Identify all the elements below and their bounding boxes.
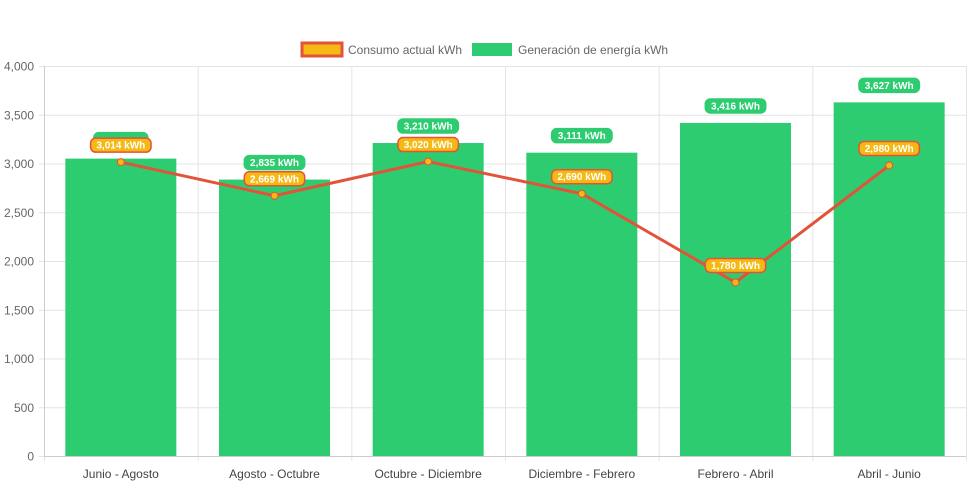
consumption-label: 3,014 kWh: [96, 141, 145, 152]
grid: [39, 66, 967, 461]
legend[interactable]: Consumo actual kWh Generación de energía…: [300, 41, 668, 58]
legend-label-consumo[interactable]: Consumo actual kWh: [348, 43, 462, 57]
consumption-label: 2,690 kWh: [557, 172, 606, 183]
y-tick-label: 500: [14, 401, 34, 415]
consumption-point[interactable]: [424, 157, 433, 166]
data-labels: 2,835 kWh 3,210 kWh 3,111 kWh 3,416 kWh 3,62…: [89, 77, 921, 274]
generation-label-bg: [243, 154, 306, 171]
consumption-point[interactable]: [885, 161, 894, 170]
x-tick-label: Octubre - Diciembre: [374, 467, 482, 481]
consumption-label-bg: [858, 140, 921, 157]
consumption-point[interactable]: [731, 278, 740, 287]
x-tick-label: Abril - Junio: [857, 467, 921, 481]
consumption-label-bg: [704, 257, 767, 274]
y-tick-label: 1,000: [4, 352, 34, 366]
consumption-label-bg: [89, 137, 152, 153]
legend-swatch-consumo[interactable]: [300, 41, 344, 58]
y-tick-label: 3,000: [4, 157, 34, 171]
y-tick-label: 3,500: [4, 108, 34, 122]
consumption-point[interactable]: [270, 191, 279, 200]
consumption-label-bg: [243, 171, 306, 187]
generation-label: 3,111 kWh: [558, 131, 606, 142]
y-tick-label: 2,000: [4, 255, 34, 269]
y-tick-label: 4,000: [4, 60, 34, 74]
x-tick-label: Junio - Agosto: [83, 467, 159, 481]
generation-label: 3,210 kWh: [404, 122, 453, 133]
legend-label-generacion[interactable]: Generación de energía kWh: [518, 43, 668, 57]
consumption-point[interactable]: [577, 189, 586, 198]
generation-bar[interactable]: [65, 158, 177, 456]
consumption-label-bg: [550, 168, 613, 185]
generation-label-bg: [397, 118, 460, 134]
generation-label: 3,627 kWh: [865, 81, 914, 92]
axes: 0 500 1,000 1,500 2,000 2,500 3,000 3,500 4,000 J…: [4, 60, 966, 481]
consumption-label: 2,669 kWh: [250, 174, 299, 185]
generation-bar[interactable]: [526, 152, 638, 457]
legend-swatch-generacion[interactable]: [472, 43, 512, 56]
bars: [65, 102, 945, 457]
generation-bar[interactable]: [680, 122, 791, 456]
generation-label-bg: [704, 98, 767, 114]
generation-label: 2,835 kWh: [250, 158, 299, 169]
generation-bar[interactable]: [372, 143, 484, 456]
consumption-point[interactable]: [116, 158, 125, 167]
x-tick-label: Agosto - Octubre: [229, 467, 320, 481]
generation-bar[interactable]: [833, 102, 945, 457]
generation-bar[interactable]: [219, 179, 330, 456]
consumption-label: 3,020 kWh: [404, 140, 453, 151]
generation-label-bg: [550, 127, 613, 144]
x-tick-label: Diciembre - Febrero: [528, 467, 635, 481]
x-tick-label: Febrero - Abril: [697, 467, 773, 481]
generation-label-bg: [858, 77, 921, 94]
consumption-label: 2,980 kWh: [865, 144, 914, 155]
consumption-label-bg: [397, 136, 460, 153]
generation-label: 3,416 kWh: [711, 101, 760, 112]
y-tick-label: 1,500: [4, 303, 34, 317]
consumption-label: 1,780 kWh: [711, 261, 760, 272]
y-tick-label: 2,500: [4, 206, 34, 220]
y-tick-label: 0: [27, 450, 34, 464]
